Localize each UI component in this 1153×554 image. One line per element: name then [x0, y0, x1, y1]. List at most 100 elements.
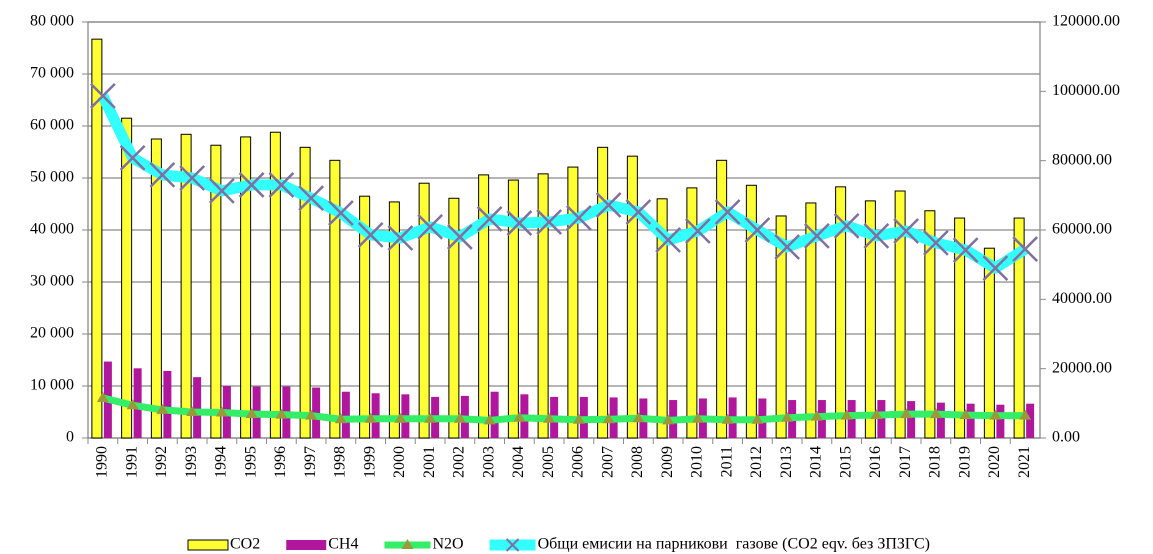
- x-tick-label: 2021: [1016, 446, 1033, 478]
- bar: [745, 184, 757, 439]
- marker: [982, 255, 1009, 282]
- x-tick-label: 2013: [778, 446, 795, 478]
- marker: [179, 165, 206, 191]
- marker: [453, 412, 466, 423]
- x-tick-label: 1990: [94, 446, 111, 478]
- y2-tick-label: 120000.00: [1052, 13, 1120, 30]
- bar: [1026, 403, 1035, 438]
- x-tick-label: 2007: [599, 446, 616, 478]
- marker: [245, 408, 258, 419]
- marker: [863, 223, 890, 249]
- x-tick-label: 1992: [153, 446, 170, 478]
- marker: [595, 192, 622, 218]
- marker: [870, 409, 883, 420]
- legend-swatch: [286, 540, 327, 550]
- y2-tick-label: 80000.00: [1052, 151, 1112, 168]
- y2-tick-label: 40000.00: [1052, 290, 1112, 307]
- x-tick-label: 1999: [361, 446, 378, 478]
- marker: [327, 200, 354, 226]
- bar: [163, 370, 172, 438]
- marker: [572, 413, 585, 424]
- bar: [210, 144, 222, 439]
- bar: [269, 131, 281, 439]
- marker: [364, 412, 377, 423]
- marker: [387, 225, 414, 251]
- x-tick-label: 2004: [510, 446, 527, 478]
- bar: [121, 117, 133, 439]
- bar: [864, 200, 876, 439]
- marker: [714, 199, 741, 225]
- marker: [989, 409, 1002, 420]
- marker: [186, 406, 199, 416]
- bar: [907, 401, 916, 438]
- marker: [96, 391, 109, 402]
- y2-tick-label: 60000.00: [1052, 221, 1112, 238]
- y-tick-label: 0: [66, 429, 74, 446]
- x-tick-label: 2014: [808, 446, 825, 478]
- line: [97, 93, 1029, 274]
- legend-label: Общи емисии на парникови газове (CO2 eqv…: [538, 536, 930, 553]
- bar: [193, 377, 202, 438]
- bar: [716, 159, 728, 439]
- marker: [275, 408, 288, 419]
- legend-marker: [401, 539, 414, 549]
- marker: [833, 212, 860, 239]
- bar: [91, 38, 103, 439]
- marker: [922, 229, 949, 256]
- marker: [126, 399, 139, 410]
- marker: [446, 224, 473, 250]
- marker: [1012, 236, 1039, 262]
- bar: [359, 195, 371, 439]
- legend-marker: [505, 538, 520, 552]
- bar: [954, 217, 966, 439]
- y2-tick-label: 100000.00: [1052, 82, 1120, 99]
- marker: [959, 409, 972, 420]
- x-tick-label: 1997: [302, 446, 319, 478]
- y-tick-label: 60 000: [30, 117, 74, 134]
- bar: [150, 138, 162, 439]
- y-tick-label: 70 000: [30, 65, 74, 82]
- marker: [810, 410, 823, 421]
- marker: [751, 413, 764, 424]
- marker: [781, 411, 794, 422]
- legend-label: CH4: [328, 536, 358, 553]
- marker: [691, 412, 704, 423]
- bar: [966, 403, 975, 438]
- marker: [394, 412, 407, 423]
- bar: [936, 402, 945, 438]
- x-tick-label: 2008: [629, 446, 646, 478]
- marker: [662, 414, 675, 425]
- y-tick-label: 20 000: [30, 325, 74, 342]
- x-tick-label: 2002: [451, 446, 468, 478]
- x-tick-label: 1991: [123, 446, 140, 478]
- bar: [996, 404, 1005, 438]
- x-tick-label: 2006: [570, 446, 587, 478]
- line: [102, 394, 1026, 424]
- bar: [388, 201, 400, 439]
- marker: [298, 185, 325, 211]
- marker: [543, 412, 556, 423]
- marker: [119, 145, 146, 171]
- marker: [424, 412, 437, 423]
- marker: [334, 413, 347, 424]
- y-tick-label: 80 000: [30, 13, 74, 30]
- y-tick-label: 10 000: [30, 377, 74, 394]
- x-tick-label: 2000: [391, 446, 408, 478]
- marker: [602, 413, 615, 424]
- bar: [478, 174, 490, 439]
- x-tick-label: 1998: [332, 446, 349, 478]
- bar: [775, 215, 787, 439]
- y-tick-label: 30 000: [30, 273, 74, 290]
- x-tick-label: 1996: [272, 446, 289, 478]
- x-tick-label: 2018: [927, 446, 944, 478]
- bar: [805, 202, 817, 439]
- bar: [490, 391, 499, 438]
- y2-tick-label: 20000.00: [1052, 359, 1112, 376]
- y-tick-label: 40 000: [30, 221, 74, 238]
- marker: [803, 223, 830, 249]
- marker: [744, 217, 771, 243]
- marker: [632, 412, 645, 423]
- legend-label: N2O: [432, 536, 463, 553]
- x-tick-label: 2009: [659, 446, 676, 478]
